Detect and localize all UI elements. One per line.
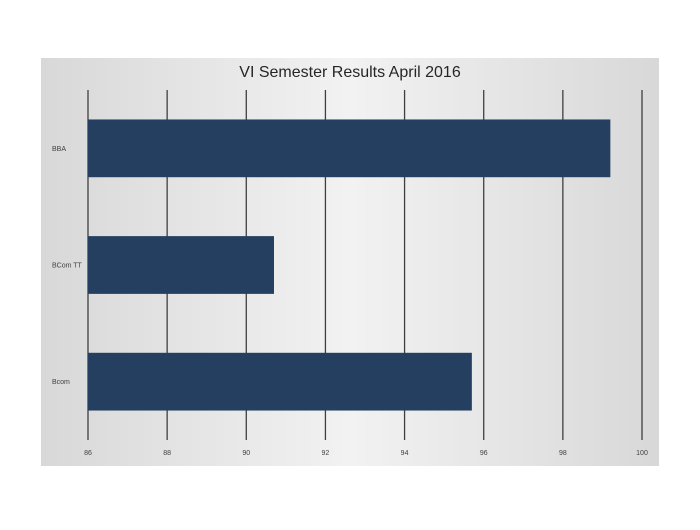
x-tick-label: 100 bbox=[636, 450, 648, 457]
x-tick-label: 98 bbox=[559, 450, 567, 457]
chart-title: VI Semester Results April 2016 bbox=[239, 64, 461, 81]
bar-bcom-tt bbox=[88, 236, 274, 294]
bar-bba bbox=[88, 119, 611, 178]
category-label: BCom TT bbox=[52, 263, 83, 270]
category-label: Bcom bbox=[52, 379, 70, 386]
x-tick-label: 96 bbox=[480, 450, 488, 457]
bar-bcom bbox=[88, 352, 472, 411]
x-tick-label: 88 bbox=[163, 450, 171, 457]
category-label: BBA bbox=[52, 146, 66, 153]
x-tick-label: 86 bbox=[84, 450, 92, 457]
x-tick-label: 94 bbox=[401, 450, 409, 457]
x-tick-label: 92 bbox=[322, 450, 330, 457]
x-tick-label: 90 bbox=[242, 450, 250, 457]
